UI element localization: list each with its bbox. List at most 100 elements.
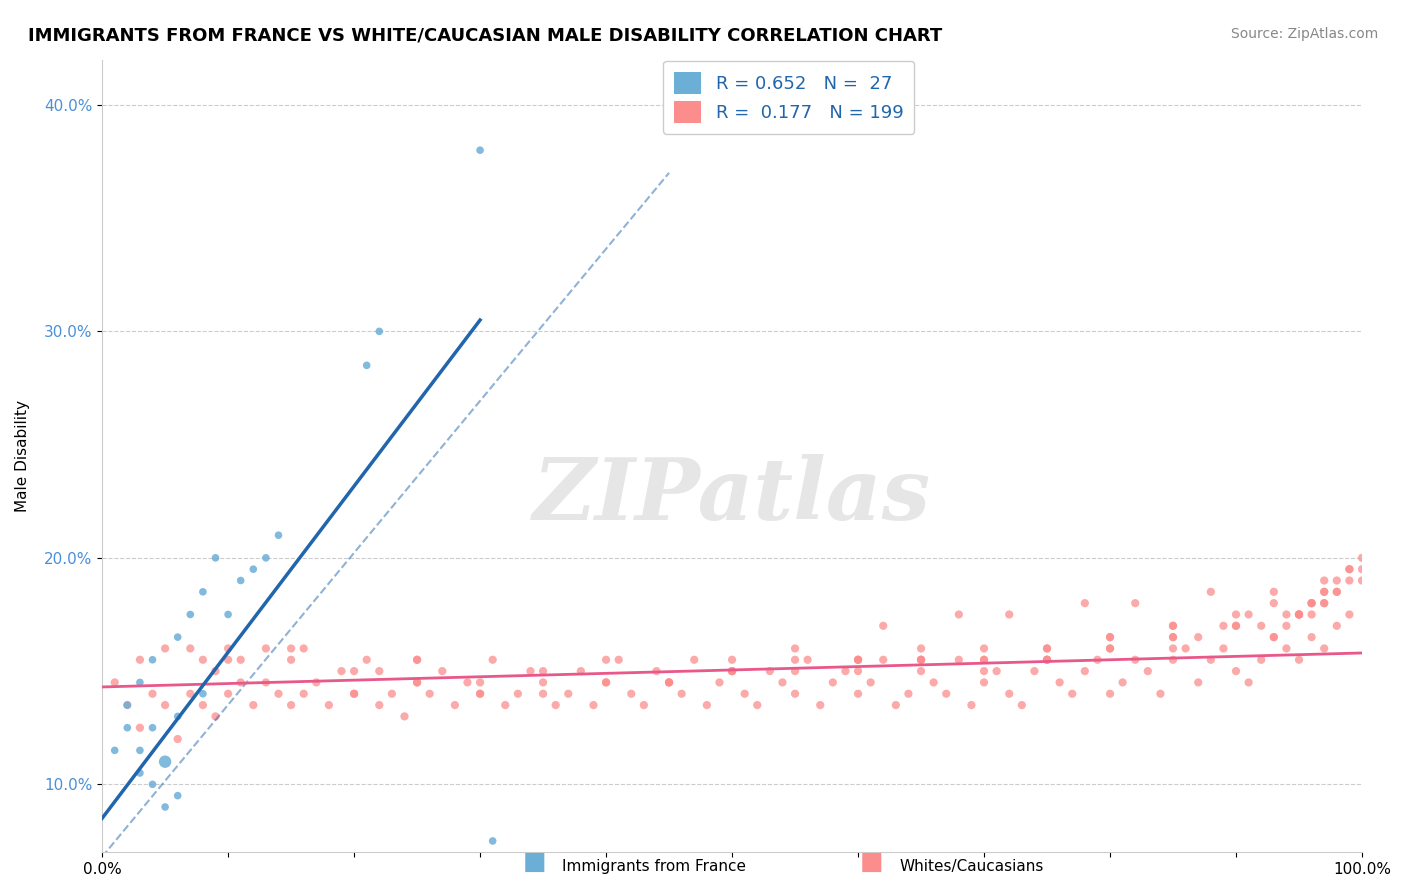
Point [658,675,681,690]
Text: Source: ZipAtlas.com: Source: ZipAtlas.com [1230,27,1378,41]
Point [468,687,491,701]
Point [1098,687,1121,701]
Point [1074,664,1097,678]
Point [494,698,516,712]
Point [834,664,856,678]
Point [481,834,503,848]
Point [254,675,277,690]
Point [129,653,152,667]
Point [595,675,617,690]
Point [1062,687,1084,701]
Point [519,664,541,678]
Point [280,641,302,656]
Point [318,698,340,712]
Point [1275,641,1298,656]
Point [1098,641,1121,656]
Point [658,675,681,690]
Point [872,619,894,633]
Point [910,664,932,678]
Point [1288,607,1310,622]
Point [595,653,617,667]
Point [1326,584,1348,599]
Point [846,687,869,701]
Point [1288,607,1310,622]
Point [569,664,592,678]
Point [1212,641,1234,656]
Point [254,641,277,656]
Point [759,664,782,678]
Point [292,687,315,701]
Point [910,653,932,667]
Point [1111,675,1133,690]
Point [129,743,152,757]
Point [1351,550,1374,565]
Point [808,698,831,712]
Point [1351,574,1374,588]
Point [432,664,454,678]
Point [368,664,391,678]
Point [356,359,378,373]
Point [1024,664,1046,678]
Point [1136,664,1159,678]
Point [948,653,970,667]
Point [104,743,127,757]
Point [1313,596,1336,610]
Point [1098,630,1121,644]
Point [1301,630,1323,644]
Point [973,641,995,656]
Point [935,687,957,701]
Point [153,641,176,656]
Text: ■: ■ [523,850,546,874]
Point [1288,607,1310,622]
Point [1161,619,1184,633]
Point [1187,630,1209,644]
Point [910,653,932,667]
Point [153,755,176,769]
Point [1250,619,1272,633]
Point [1161,630,1184,644]
Point [1161,641,1184,656]
Point [179,607,201,622]
Point [772,675,794,690]
Point [821,675,844,690]
Point [1326,619,1348,633]
Point [406,675,429,690]
Point [1288,607,1310,622]
Point [557,687,579,701]
Point [1187,675,1209,690]
Point [381,687,404,701]
Point [1263,630,1285,644]
Point [846,653,869,667]
Point [1339,562,1361,576]
Point [129,766,152,780]
Point [153,800,176,814]
Point [1313,574,1336,588]
Text: Immigrants from France: Immigrants from France [562,859,747,874]
Point [1237,607,1260,622]
Point [1225,619,1247,633]
Point [1313,596,1336,610]
Point [1036,653,1059,667]
Point [1036,641,1059,656]
Point [620,687,643,701]
Point [1098,630,1121,644]
Point [948,607,970,622]
Point [783,687,806,701]
Point [343,687,366,701]
Point [897,687,920,701]
Legend: R = 0.652   N =  27, R =  0.177   N = 199: R = 0.652 N = 27, R = 0.177 N = 199 [664,61,914,134]
Point [1212,619,1234,633]
Text: Whites/Caucasians: Whites/Caucasians [900,859,1045,874]
Point [117,721,139,735]
Point [117,698,139,712]
Point [960,698,983,712]
Point [1301,607,1323,622]
Point [998,607,1021,622]
Point [242,562,264,576]
Point [343,664,366,678]
Point [633,698,655,712]
Point [217,607,239,622]
Point [229,574,252,588]
Point [129,721,152,735]
Point [747,698,769,712]
